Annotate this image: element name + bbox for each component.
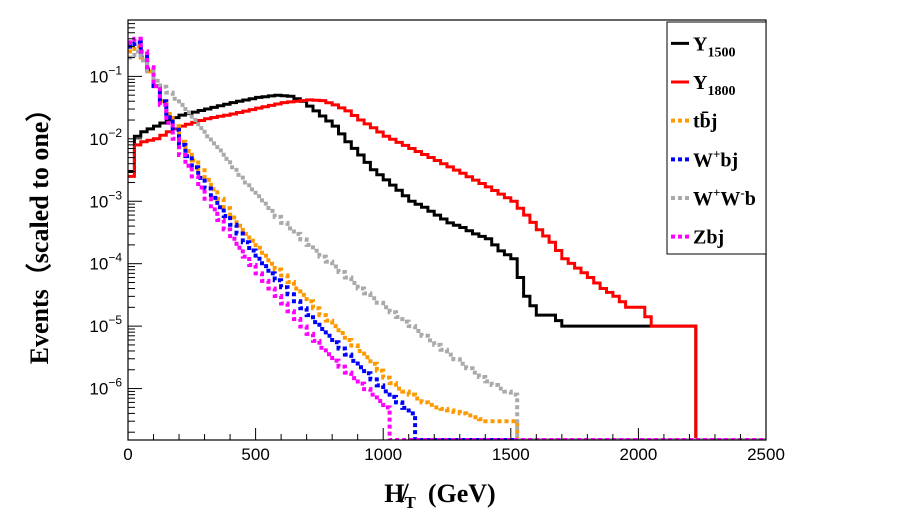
legend-entry: Y1800 [693, 72, 735, 99]
x-axis-title-unit: (GeV) [428, 479, 496, 508]
y-axis-title: Events（scaled to one） [25, 96, 54, 365]
x-axis-title: H̸T (GeV) [384, 479, 495, 512]
legend-box [666, 21, 767, 255]
legend-entry: Zbj [693, 227, 724, 249]
series-y1500 [128, 93, 766, 440]
x-tick-label: 0 [123, 445, 132, 464]
x-tick-label: 1000 [364, 445, 402, 464]
x-tick-label: 2500 [747, 445, 785, 464]
legend-entry: Y1500 [693, 33, 735, 60]
y-tick-label: 10−1 [89, 63, 122, 86]
x-tick-label: 1500 [492, 445, 530, 464]
y-tick-label: 10−2 [89, 126, 122, 149]
legend: Y1500 Y1800 tb̄j W+bj W+W-b Zbj [666, 21, 767, 255]
legend-entry: W+bj [693, 146, 738, 171]
y-tick-label: 10−5 [89, 313, 122, 336]
series-y1800 [128, 98, 766, 440]
y-tick-label: 10−3 [89, 188, 122, 211]
y-tick-label: 10−6 [89, 376, 122, 399]
legend-entry: tb̄j [693, 110, 717, 133]
ticks-layer: 0 500 1000 1500 2000 2500 10−6 10−5 10−4 10−3 10−2… [89, 19, 785, 464]
x-axis-title-sub: T [405, 493, 417, 512]
series-layer [128, 36, 766, 440]
series-w-w-b [128, 49, 766, 440]
y-tick-label: 10−4 [89, 251, 122, 274]
legend-entry: W+W-b [693, 185, 756, 210]
x-tick-label: 500 [241, 445, 269, 464]
series-w-bj [128, 40, 766, 440]
series-zbj [128, 36, 766, 440]
x-tick-label: 2000 [619, 445, 657, 464]
